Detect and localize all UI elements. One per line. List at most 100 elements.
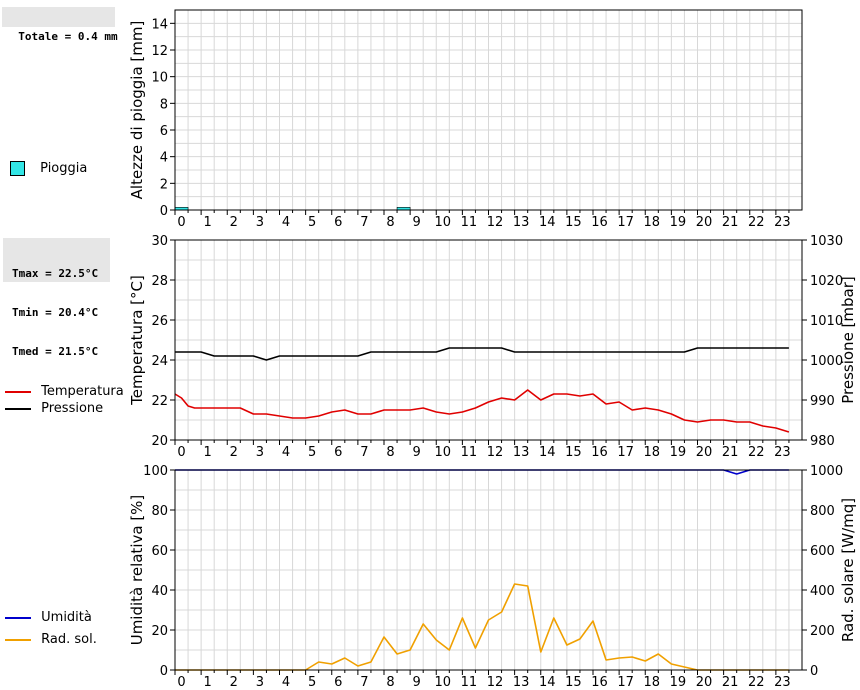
temp-xtick-label: 15 xyxy=(565,445,582,460)
temp-panel: 0 1 2 3 4 5 6 7 8 9 10 11 12 13 14 15 16 17 18 19 20 21 22 2320… xyxy=(128,234,857,460)
rain-xtick-label: 14 xyxy=(539,215,556,230)
hum-ylabel: Umidità relativa [%] xyxy=(128,495,146,646)
legend-item-rad-sol: Rad. sol. xyxy=(5,632,97,647)
hum-ytick-right-label: 1000 xyxy=(810,464,843,479)
temp-xtick-label: 16 xyxy=(591,445,608,460)
rain-xtick-label: 17 xyxy=(617,215,634,230)
hum-xtick-label: 3 xyxy=(256,675,264,690)
hum-xtick-label: 9 xyxy=(413,675,421,690)
rain-ytick-label: 0 xyxy=(160,204,168,219)
temp-xtick-label: 5 xyxy=(308,445,316,460)
hum-xtick-label: 15 xyxy=(565,675,582,690)
hum-ylabel-right: Rad. solare [W/mq] xyxy=(839,498,857,642)
hum-xtick-label: 21 xyxy=(722,675,739,690)
rain-xtick-label: 4 xyxy=(282,215,290,230)
tmed-label: Tmed = 21.5°C xyxy=(12,345,99,358)
hum-xtick-label: 22 xyxy=(748,675,765,690)
temp-xtick-label: 13 xyxy=(513,445,530,460)
rain-xtick-label: 3 xyxy=(256,215,264,230)
temp-xtick-label: 14 xyxy=(539,445,556,460)
temp-ytick-label: 24 xyxy=(151,354,168,369)
hum-xtick-label: 18 xyxy=(644,675,661,690)
hum-xtick-label: 6 xyxy=(334,675,342,690)
rain-ytick-label: 14 xyxy=(151,17,168,32)
temp-ytick-label: 30 xyxy=(151,234,168,249)
pioggia-swatch-icon xyxy=(10,161,25,176)
hum-ytick-right-label: 200 xyxy=(810,624,835,639)
hum-xtick-label: 8 xyxy=(386,675,394,690)
hum-xtick-label: 23 xyxy=(774,675,791,690)
temp-series-line-temperatura xyxy=(174,389,790,433)
rain-xtick-label: 1 xyxy=(204,215,212,230)
legend-item-pressione: Pressione xyxy=(5,401,103,416)
rain-total-box: Totale = 0.4 mm xyxy=(2,7,118,43)
rain-total-label: Totale = 0.4 mm xyxy=(18,30,118,43)
temp-xtick-label: 19 xyxy=(670,445,687,460)
temp-ytick-right-label: 1000 xyxy=(810,354,843,369)
rain-ytick-label: 4 xyxy=(160,151,168,166)
temp-xtick-label: 0 xyxy=(177,445,185,460)
temp-xtick-label: 2 xyxy=(230,445,238,460)
rain-xtick-label: 16 xyxy=(591,215,608,230)
temp-xtick-label: 17 xyxy=(617,445,634,460)
hum-xtick-label: 19 xyxy=(670,675,687,690)
temp-ytick-right-label: 1020 xyxy=(810,274,843,289)
temp-xtick-label: 7 xyxy=(360,445,368,460)
rain-ytick-label: 2 xyxy=(160,177,168,192)
rain-ytick-label: 6 xyxy=(160,124,168,139)
rain-ylabel: Altezze di pioggia [mm] xyxy=(128,21,146,200)
rain-ytick-label: 12 xyxy=(151,44,168,59)
hum-xtick-label: 1 xyxy=(204,675,212,690)
rain-xtick-label: 9 xyxy=(413,215,421,230)
hum-ytick-label: 0 xyxy=(160,664,168,679)
temp-xtick-label: 9 xyxy=(413,445,421,460)
tmin-label: Tmin = 20.4°C xyxy=(12,306,99,319)
temperatura-line-icon xyxy=(5,390,31,393)
hum-ytick-label: 40 xyxy=(151,584,168,599)
rain-xtick-label: 18 xyxy=(644,215,661,230)
rain-xtick-label: 7 xyxy=(360,215,368,230)
temp-xtick-label: 1 xyxy=(204,445,212,460)
temp-ytick-right-label: 1010 xyxy=(810,314,843,329)
rad-sol-line-icon xyxy=(5,638,31,641)
temp-ytick-label: 26 xyxy=(151,314,168,329)
hum-xtick-label: 17 xyxy=(617,675,634,690)
temp-xtick-label: 8 xyxy=(386,445,394,460)
temp-xtick-label: 6 xyxy=(334,445,342,460)
hum-xtick-label: 0 xyxy=(177,675,185,690)
temp-xtick-label: 3 xyxy=(256,445,264,460)
hum-ytick-label: 60 xyxy=(151,544,168,559)
rain-ytick-label: 8 xyxy=(160,97,168,112)
hum-xtick-label: 14 xyxy=(539,675,556,690)
temp-xtick-label: 21 xyxy=(722,445,739,460)
temp-ytick-label: 22 xyxy=(151,394,168,409)
temp-ytick-right-label: 980 xyxy=(810,434,835,449)
rain-xtick-label: 19 xyxy=(670,215,687,230)
rain-xtick-label: 11 xyxy=(461,215,478,230)
hum-xtick-label: 4 xyxy=(282,675,290,690)
rain-xtick-label: 15 xyxy=(565,215,582,230)
hum-xtick-label: 10 xyxy=(435,675,452,690)
temp-xtick-label: 18 xyxy=(644,445,661,460)
tmax-label: Tmax = 22.5°C xyxy=(12,267,99,280)
temp-ytick-right-label: 1030 xyxy=(810,234,843,249)
rain-xtick-label: 6 xyxy=(334,215,342,230)
rain-xtick-label: 20 xyxy=(696,215,713,230)
pressione-legend-label: Pressione xyxy=(41,401,104,416)
temp-xtick-label: 20 xyxy=(696,445,713,460)
rain-xtick-label: 12 xyxy=(487,215,504,230)
temperatura-legend-label: Temperatura xyxy=(41,384,124,399)
hum-xtick-label: 12 xyxy=(487,675,504,690)
rain-xtick-label: 23 xyxy=(774,215,791,230)
pressione-line-icon xyxy=(5,407,31,410)
rad-sol-legend-label: Rad. sol. xyxy=(41,632,97,647)
temp-xtick-label: 22 xyxy=(748,445,765,460)
rain-xtick-label: 13 xyxy=(513,215,530,230)
hum-ytick-right-label: 400 xyxy=(810,584,835,599)
temp-ytick-label: 20 xyxy=(151,434,168,449)
rain-xtick-label: 0 xyxy=(177,215,185,230)
hum-xtick-label: 11 xyxy=(461,675,478,690)
legend-item-temperatura: Temperatura xyxy=(5,384,124,399)
umidita-line-icon xyxy=(5,616,31,619)
